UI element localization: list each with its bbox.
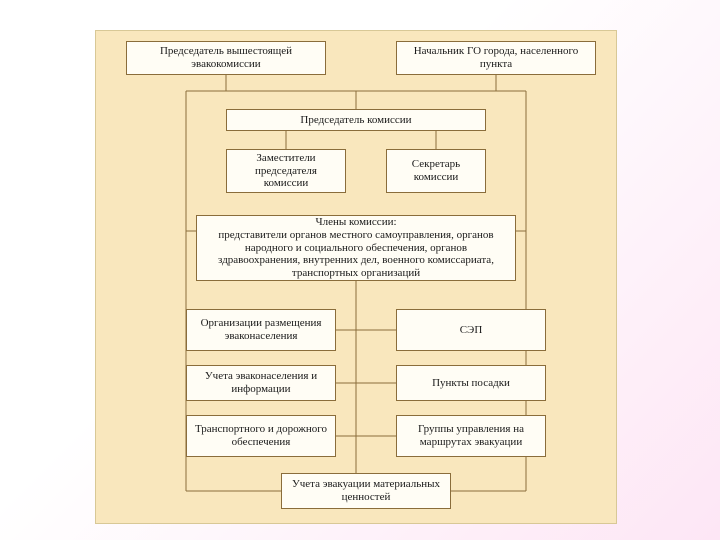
- diagram-canvas: Председатель вышестоящей эвакокомиссии На…: [95, 30, 617, 524]
- node-label: СЭП: [460, 324, 483, 337]
- node-materials: Учета эвакуации материальных ценностей: [281, 473, 451, 509]
- node-label: Учета эваконаселения и информации: [193, 370, 329, 395]
- node-label: Члены комиссии: представители органов ме…: [203, 216, 509, 279]
- node-members: Члены комиссии: представители органов ме…: [196, 215, 516, 281]
- node-accounting: Учета эваконаселения и информации: [186, 365, 336, 401]
- node-label: Председатель комиссии: [300, 114, 411, 127]
- node-label: Учета эвакуации материальных ценностей: [288, 478, 444, 503]
- node-top-left: Председатель вышестоящей эвакокомиссии: [126, 41, 326, 75]
- node-label: Секретарь комиссии: [393, 158, 479, 183]
- node-label: Председатель вышестоящей эвакокомиссии: [133, 45, 319, 70]
- node-deputies: Заместители председателя комиссии: [226, 149, 346, 193]
- node-label: Организации размещения эваконаселения: [193, 317, 329, 342]
- node-label: Заместители председателя комиссии: [233, 152, 339, 190]
- node-secretary: Секретарь комиссии: [386, 149, 486, 193]
- node-label: Начальник ГО города, населенного пункта: [403, 45, 589, 70]
- node-label: Пункты посадки: [432, 377, 510, 390]
- node-top-right: Начальник ГО города, населенного пункта: [396, 41, 596, 75]
- node-org-place: Организации размещения эваконаселения: [186, 309, 336, 351]
- node-transport: Транспортного и дорожного обеспечения: [186, 415, 336, 457]
- node-label: Транспортного и дорожного обеспечения: [193, 423, 329, 448]
- node-route-groups: Группы управления на маршрутах эвакуации: [396, 415, 546, 457]
- node-chairman: Председатель комиссии: [226, 109, 486, 131]
- node-label: Группы управления на маршрутах эвакуации: [403, 423, 539, 448]
- node-boarding: Пункты посадки: [396, 365, 546, 401]
- page-background: Председатель вышестоящей эвакокомиссии На…: [0, 0, 720, 540]
- node-sep: СЭП: [396, 309, 546, 351]
